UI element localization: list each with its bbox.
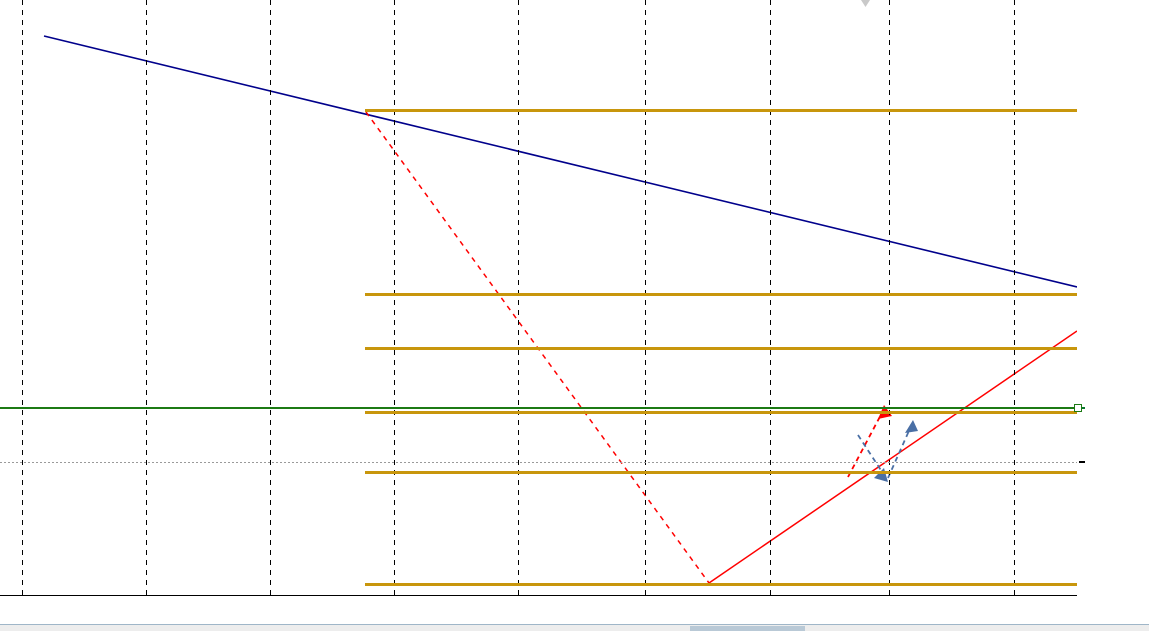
gridline-vertical xyxy=(146,0,147,596)
gridline-vertical xyxy=(645,0,646,596)
gridline-vertical xyxy=(22,0,23,596)
bullish-projection-arrow xyxy=(847,405,892,478)
price-series xyxy=(43,35,1077,584)
bid-price-line xyxy=(0,462,1077,463)
chart-plot-area[interactable] xyxy=(0,0,1077,596)
horizontal-scrollbar[interactable] xyxy=(0,624,1149,631)
gridline-vertical xyxy=(518,0,519,596)
gridline-vertical xyxy=(889,0,890,596)
gridline-vertical xyxy=(270,0,271,596)
gridline-vertical xyxy=(770,0,771,596)
bid-price-badge[interactable] xyxy=(1079,461,1085,463)
gridline-vertical xyxy=(1014,0,1015,596)
fib-level-61-8[interactable] xyxy=(365,293,1077,296)
descending-trendline xyxy=(43,35,1077,288)
price-axis[interactable] xyxy=(1077,0,1149,596)
fib-level-0[interactable] xyxy=(365,583,1077,586)
pullback-projection-arrow xyxy=(857,420,918,482)
level-price-badge[interactable] xyxy=(1079,407,1085,409)
crosshair-marker xyxy=(861,0,870,7)
fib-level-100[interactable] xyxy=(365,109,1077,112)
scrollbar-thumb[interactable] xyxy=(690,626,805,631)
fib-level-38-2[interactable] xyxy=(365,411,1077,414)
fib-level-23-6[interactable] xyxy=(365,471,1077,474)
ascending-support-line xyxy=(708,330,1077,584)
level-drag-handle[interactable] xyxy=(1074,404,1082,412)
gridline-vertical xyxy=(394,0,395,596)
level-line-green[interactable] xyxy=(0,407,1077,409)
time-axis-line xyxy=(0,595,1079,596)
fib-level-50[interactable] xyxy=(365,347,1077,350)
